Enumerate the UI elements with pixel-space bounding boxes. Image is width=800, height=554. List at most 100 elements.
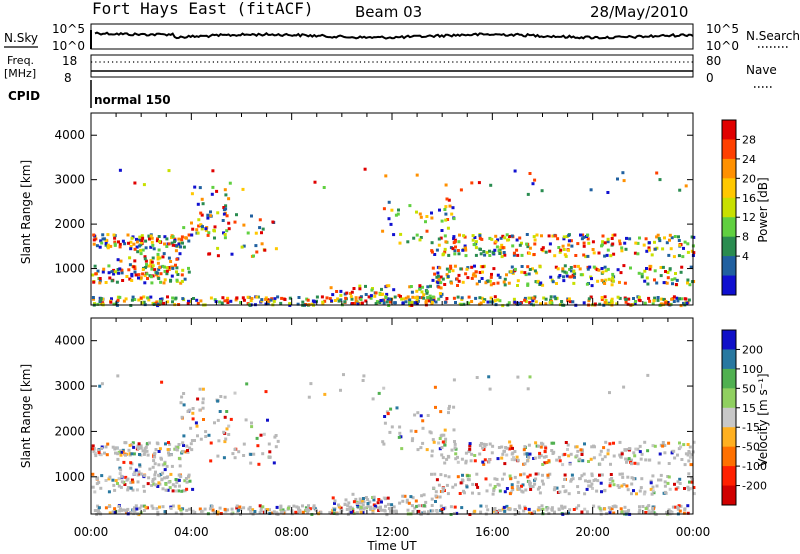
echo-cell [629,266,632,270]
echo-cell [226,301,230,304]
echo-cell [153,452,156,456]
echo-cell [201,401,205,405]
echo-cell [187,270,191,274]
echo-cell [604,269,608,273]
echo-cell [650,510,654,514]
echo-cell [674,505,678,509]
echo-cell [456,284,459,287]
echo-cell [480,277,484,280]
echo-cell [203,507,207,511]
echo-cell [513,508,517,512]
echo-cell [135,240,139,244]
echo-cell [577,504,581,508]
echo-cell [157,450,161,453]
echo-cell [216,510,220,514]
echo-cell [688,480,691,484]
echo-cell [158,299,162,303]
echo-cell [406,508,410,512]
echo-cell [193,439,196,442]
echo-cell [117,240,120,244]
time-tick-label: 16:00 [475,525,510,539]
echo-cell [158,447,162,451]
echo-cell [130,272,134,276]
echo-cell [360,301,364,305]
echo-cell [627,447,631,451]
echo-cell [611,242,615,246]
echo-cell [600,298,604,301]
echo-cell [690,235,694,239]
echo-cell [425,215,429,218]
echo-cell [648,511,652,515]
echo-cell [160,380,164,384]
echo-cell [234,298,238,302]
echo-cell [180,489,184,493]
echo-cell [361,511,365,515]
echo-cell [132,265,136,269]
echo-cell [128,443,132,447]
echo-cell [596,479,600,483]
echo-cell [590,474,594,478]
echo-cell [687,298,691,302]
echo-cell [330,299,334,303]
echo-cell [683,297,687,301]
echo-cell [587,460,590,463]
echo-cell [587,299,591,303]
echo-cell [224,193,228,197]
echo-cell [683,463,687,467]
echo-cell [421,285,424,289]
echo-cell [181,297,185,301]
echo-cell [211,169,215,173]
echo-cell [139,296,143,300]
echo-cell [254,231,258,235]
echo-cell [616,268,620,272]
colorbar-tick-label: 24 [742,153,756,166]
echo-cell [647,241,651,245]
echo-cell [491,492,495,496]
echo-cell [113,240,117,244]
echo-cell [263,248,267,252]
echo-cell [620,484,624,488]
echo-cell [412,236,416,240]
echo-cell [486,508,490,512]
echo-cell [672,255,676,259]
echo-cell [689,265,693,269]
echo-cell [133,506,136,510]
echo-cell [143,274,147,278]
echo-cell [207,231,211,235]
echo-cell [121,279,125,282]
echo-cell [603,241,607,245]
echo-cell [520,253,524,257]
echo-cell [371,509,375,513]
echo-cell [209,441,213,445]
echo-cell [453,264,457,268]
echo-cell [562,279,566,283]
echo-cell [444,218,448,222]
echo-cell [150,483,154,487]
echo-cell [405,498,409,502]
echo-cell [163,468,167,472]
echo-cell [335,290,339,293]
echo-cell [515,455,519,459]
echo-cell [494,511,498,514]
echo-cell [171,489,175,493]
echo-cell [611,279,615,283]
echo-cell [653,296,657,300]
echo-cell [347,501,351,505]
echo-cell [100,447,104,450]
echo-cell [513,450,517,453]
echo-cell [493,248,497,252]
echo-cell [297,296,301,299]
echo-cell [686,453,690,457]
echo-cell [221,219,225,222]
echo-cell [177,456,181,460]
echo-cell [670,236,674,240]
echo-cell [201,202,205,206]
echo-cell [169,506,173,510]
echo-cell [516,458,520,462]
echo-cell [692,486,696,489]
echo-cell [198,507,202,511]
echo-cell [163,462,167,466]
echo-cell [447,475,451,479]
echo-cell [159,472,163,476]
